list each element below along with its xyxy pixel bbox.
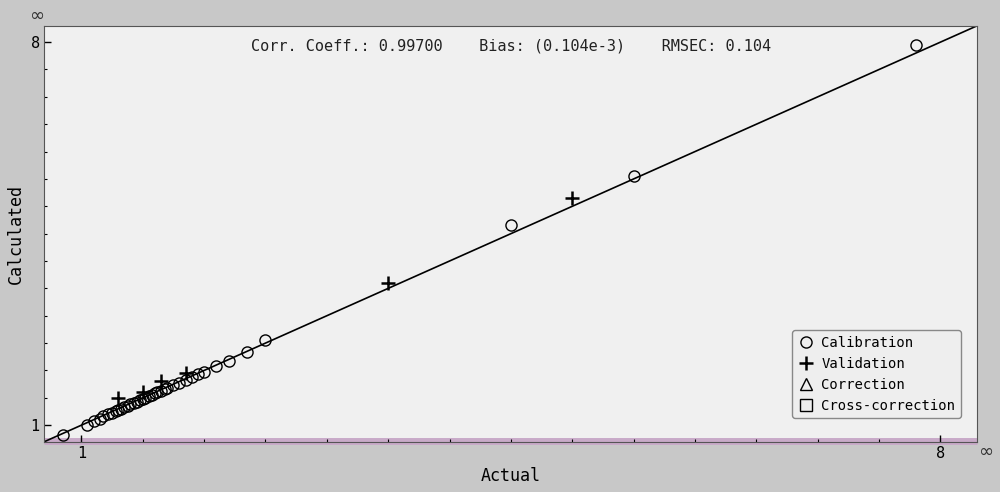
Y-axis label: Calculated: Calculated — [7, 184, 25, 284]
Text: ∞: ∞ — [29, 7, 44, 25]
X-axis label: Actual: Actual — [481, 467, 541, 485]
Text: Corr. Coeff.: 0.99700    Bias: (0.104e-3)    RMSEC: 0.104: Corr. Coeff.: 0.99700 Bias: (0.104e-3) R… — [251, 38, 771, 53]
Text: ∞: ∞ — [978, 442, 993, 461]
Legend: Calibration, Validation, Correction, Cross-correction: Calibration, Validation, Correction, Cro… — [792, 330, 961, 418]
